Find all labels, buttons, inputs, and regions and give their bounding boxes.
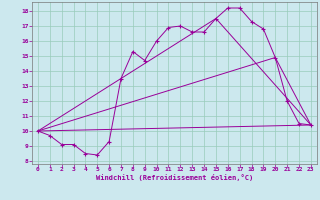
X-axis label: Windchill (Refroidissement éolien,°C): Windchill (Refroidissement éolien,°C) <box>96 174 253 181</box>
